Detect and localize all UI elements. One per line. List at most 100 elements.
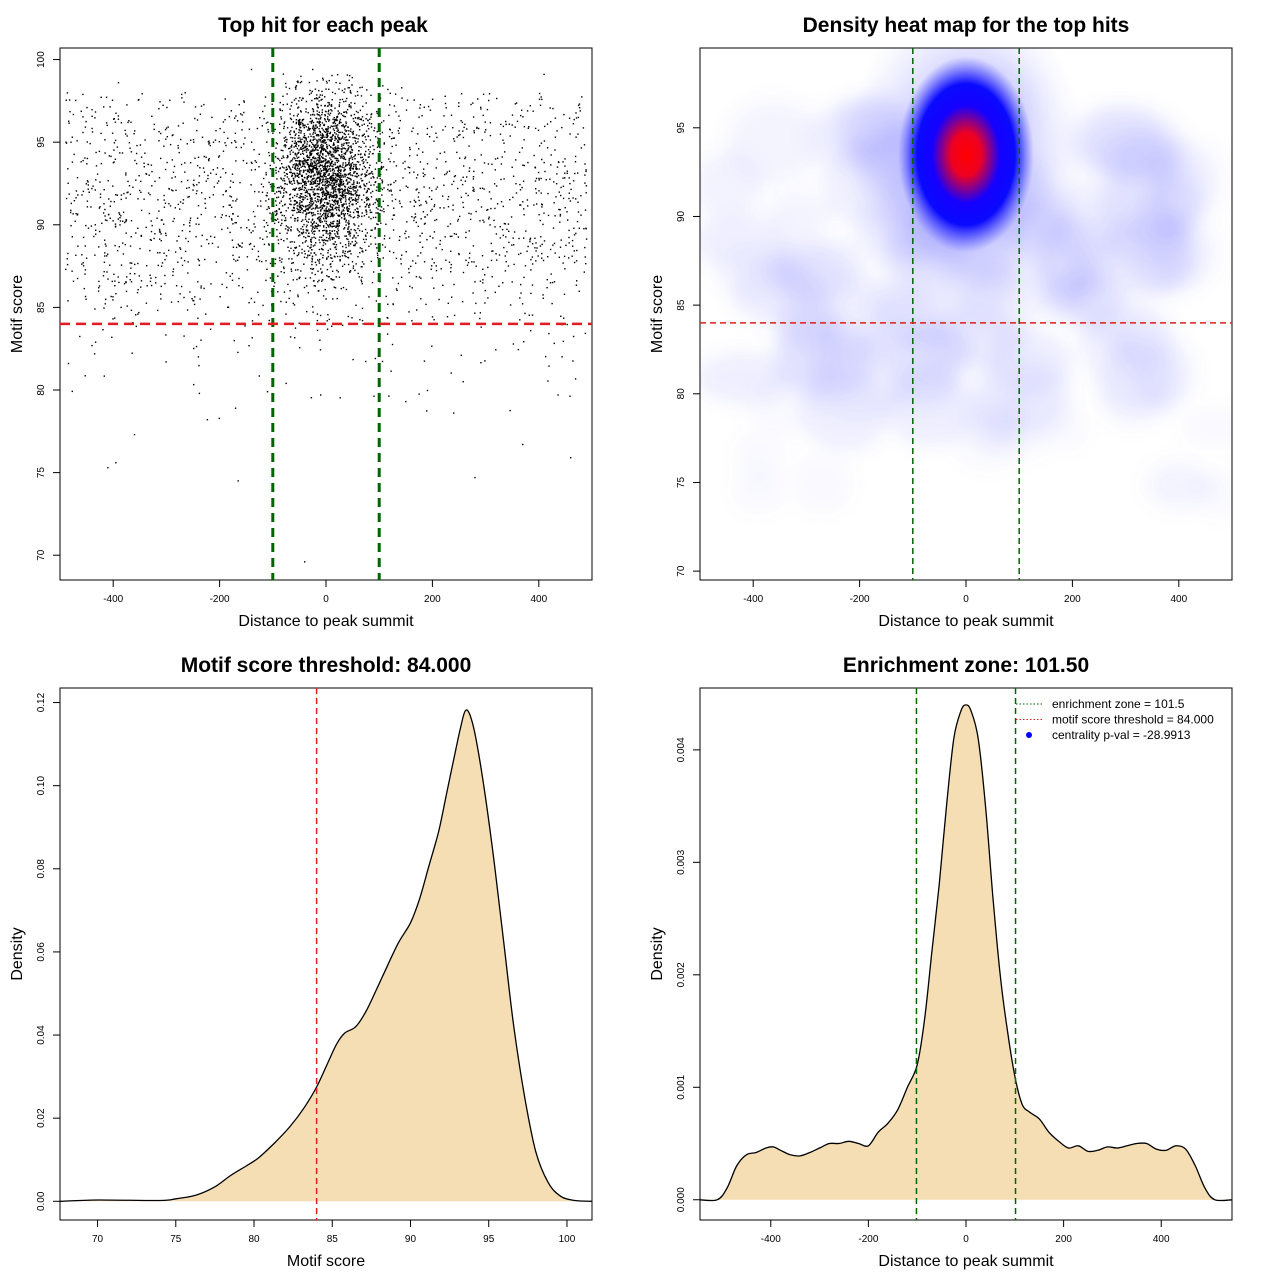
data-point xyxy=(375,212,377,214)
data-point xyxy=(316,183,319,185)
data-point xyxy=(543,161,545,164)
data-point xyxy=(335,246,337,248)
data-point xyxy=(367,135,370,138)
data-point xyxy=(332,195,334,197)
data-point xyxy=(320,156,323,158)
data-point xyxy=(395,111,397,113)
data-point xyxy=(420,277,422,279)
data-point xyxy=(349,145,351,148)
data-point xyxy=(385,223,387,225)
data-point xyxy=(298,277,300,279)
data-point xyxy=(280,187,283,189)
data-point xyxy=(130,267,132,269)
data-point xyxy=(295,85,298,87)
data-point xyxy=(344,158,347,161)
data-point xyxy=(370,192,372,194)
data-point xyxy=(377,254,379,256)
data-point xyxy=(305,149,307,151)
data-point xyxy=(500,201,503,203)
data-point xyxy=(341,265,344,267)
data-point xyxy=(494,158,497,160)
data-point xyxy=(311,255,314,257)
data-point xyxy=(297,183,299,185)
data-point xyxy=(288,180,291,182)
data-point xyxy=(316,225,319,227)
data-point xyxy=(298,208,300,211)
data-point xyxy=(423,360,426,362)
data-point xyxy=(71,270,73,272)
data-point xyxy=(246,256,249,258)
data-point xyxy=(541,158,543,161)
data-point xyxy=(397,130,399,132)
data-point xyxy=(332,144,334,146)
data-point xyxy=(359,252,361,254)
data-point xyxy=(172,268,175,270)
data-point xyxy=(333,220,335,223)
data-point xyxy=(336,116,338,118)
data-point xyxy=(355,175,358,178)
data-point xyxy=(337,137,340,139)
data-point xyxy=(336,149,338,152)
data-point xyxy=(487,208,489,211)
data-point xyxy=(358,116,360,119)
data-point xyxy=(369,209,371,211)
data-point xyxy=(296,193,299,195)
data-point xyxy=(143,166,145,168)
data-point xyxy=(351,131,353,134)
data-point xyxy=(479,220,481,222)
data-point xyxy=(327,252,329,254)
data-point xyxy=(329,168,331,170)
data-point xyxy=(481,172,484,174)
data-point xyxy=(91,109,93,111)
data-point xyxy=(351,151,353,153)
data-point xyxy=(316,185,318,187)
data-point xyxy=(362,158,364,161)
data-point xyxy=(336,203,339,205)
data-point xyxy=(300,111,302,113)
data-point xyxy=(460,196,463,198)
data-point xyxy=(521,303,524,305)
data-point xyxy=(67,182,69,184)
data-point xyxy=(348,202,350,205)
data-point xyxy=(195,236,197,238)
data-point xyxy=(338,104,341,106)
data-point xyxy=(281,205,284,207)
data-point xyxy=(361,156,364,158)
data-point xyxy=(235,246,238,249)
data-point xyxy=(303,250,306,252)
data-point xyxy=(344,133,346,136)
data-point xyxy=(90,225,93,227)
data-point xyxy=(450,267,452,269)
data-point xyxy=(329,163,332,165)
data-point xyxy=(298,167,300,170)
data-point xyxy=(303,142,306,144)
data-point xyxy=(76,177,79,179)
data-point xyxy=(327,191,329,193)
data-point xyxy=(264,162,266,164)
data-point xyxy=(276,212,278,214)
density-blob xyxy=(733,470,785,513)
data-point xyxy=(335,201,337,203)
data-point xyxy=(308,167,310,169)
data-point xyxy=(320,208,322,211)
data-point xyxy=(275,172,277,174)
data-point xyxy=(221,214,223,216)
data-point xyxy=(339,169,341,171)
data-point xyxy=(315,127,317,130)
data-point xyxy=(264,105,266,107)
data-point xyxy=(65,141,67,143)
data-point xyxy=(200,287,202,289)
data-point xyxy=(210,283,212,285)
data-point xyxy=(312,148,314,150)
data-point xyxy=(335,133,337,135)
data-point xyxy=(376,247,378,249)
data-point xyxy=(313,182,315,184)
data-point xyxy=(564,268,566,270)
data-point xyxy=(332,118,334,121)
data-point xyxy=(75,254,77,256)
data-point xyxy=(523,208,525,210)
data-point xyxy=(359,319,361,321)
panel-score-density: Motif score threshold: 84.000 70 75 80 85 90… xyxy=(9,654,593,1270)
y-tick-label: 80 xyxy=(676,388,687,400)
data-point xyxy=(383,238,386,240)
